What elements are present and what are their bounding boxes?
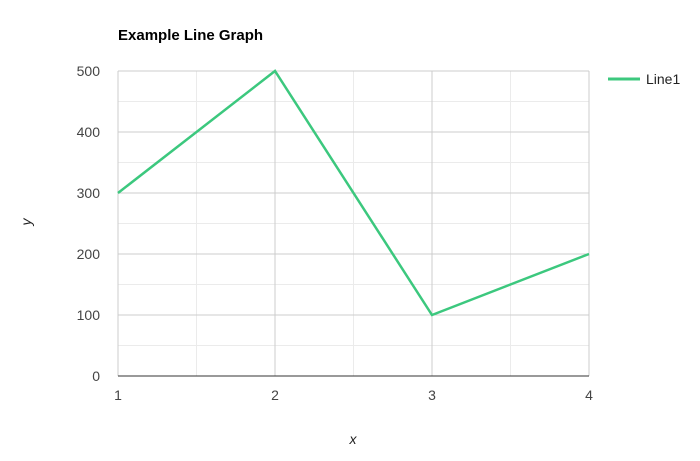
x-tick-label: 2 (271, 387, 279, 403)
y-tick-label: 500 (77, 63, 101, 79)
grid-lines (117, 70, 590, 376)
x-tick-label: 4 (585, 387, 593, 403)
legend: Line1 (608, 71, 680, 87)
y-axis-title: y (18, 218, 34, 227)
labels: Example Line Graph x y (18, 27, 358, 447)
x-tick-label: 1 (114, 387, 122, 403)
series-line-line1 (117, 69, 590, 317)
y-tick-label: 300 (77, 185, 101, 201)
x-tick-label: 3 (428, 387, 436, 403)
y-tick-label: 400 (77, 124, 101, 140)
y-tick-label: 0 (92, 368, 100, 384)
axes: 0 100 200 300 400 500 1 2 3 4 (77, 63, 593, 403)
x-axis-title: x (349, 431, 358, 447)
chart-title: Example Line Graph (118, 27, 263, 44)
series-lines (117, 69, 590, 317)
y-tick-label: 200 (77, 246, 101, 262)
legend-label-line1: Line1 (646, 71, 680, 87)
y-tick-label: 100 (77, 307, 101, 323)
